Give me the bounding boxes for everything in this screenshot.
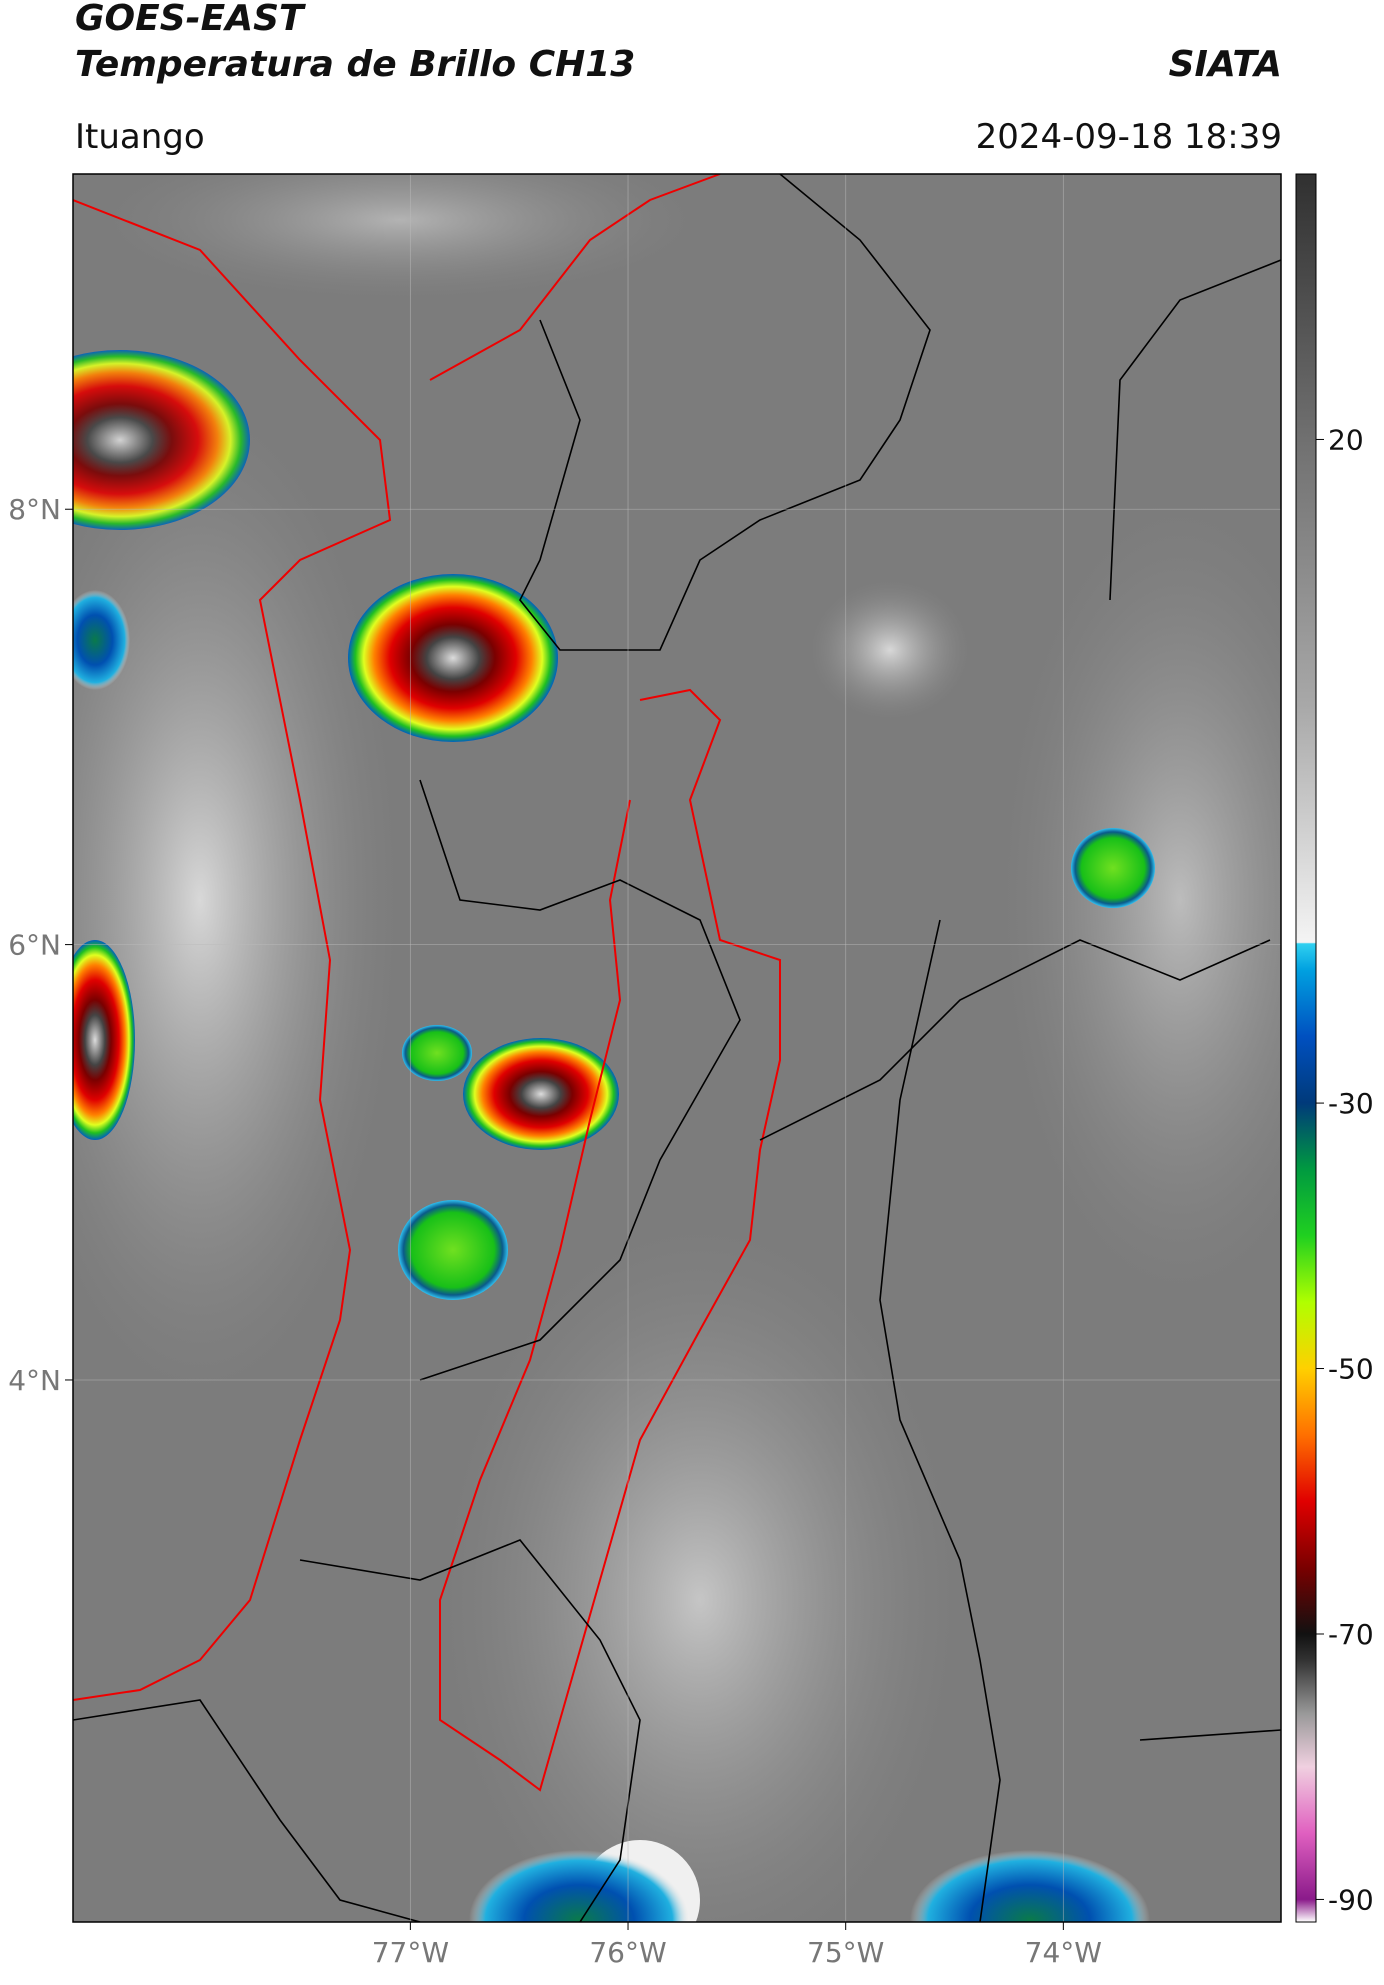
datetime: 2024-09-18 18:39 xyxy=(976,117,1282,157)
y-tick-label: 6°N xyxy=(8,929,61,962)
title: Temperatura de Brillo CH13 xyxy=(75,44,635,85)
x-tick-label: 75°W xyxy=(807,1936,884,1969)
colorbar-tick-label: -70 xyxy=(1328,1618,1374,1651)
map-frame xyxy=(72,173,1282,1923)
location: Ituango xyxy=(75,117,205,157)
source: SIATA xyxy=(1169,44,1282,85)
y-tick-label: 4°N xyxy=(8,1364,61,1397)
satellite-image xyxy=(73,174,1281,1922)
colorbar-tick-label: 20 xyxy=(1328,423,1364,456)
colorbar-tick-label: -50 xyxy=(1328,1353,1374,1386)
colorbar-tick-label: -90 xyxy=(1328,1883,1374,1916)
y-tick-label: 8°N xyxy=(8,493,61,526)
x-tick-label: 74°W xyxy=(1025,1936,1102,1969)
x-tick-label: 77°W xyxy=(372,1936,449,1969)
colorbar xyxy=(1295,173,1317,1923)
title: GOES-EAST xyxy=(75,0,306,39)
x-tick-label: 76°W xyxy=(589,1936,666,1969)
colorbar-tick-label: -30 xyxy=(1328,1087,1374,1120)
